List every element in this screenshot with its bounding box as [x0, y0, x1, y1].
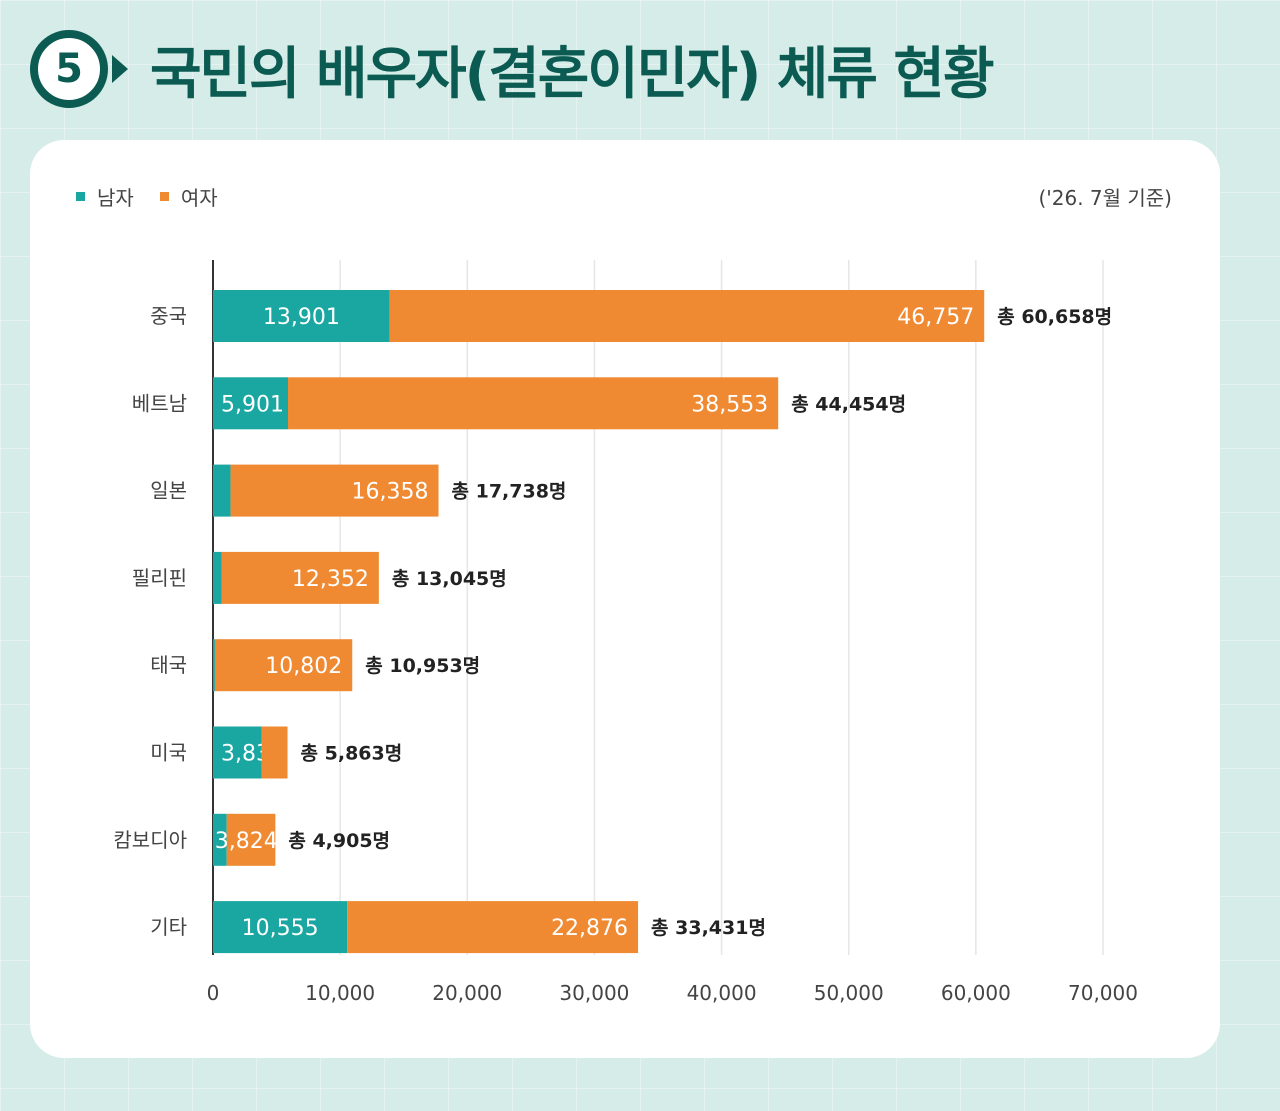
bar-total-label: 총 4,905명	[288, 830, 390, 852]
bar-segment-male	[213, 551, 222, 604]
bar-segment-male	[213, 901, 348, 954]
x-tick-label: 70,000	[1068, 981, 1138, 1005]
legend-label-male: 남자	[97, 186, 134, 210]
bar-segment-male	[213, 377, 289, 430]
bar-segment-female	[288, 377, 779, 430]
bar-data-label: 46,757	[897, 305, 974, 330]
bar-segment-female	[347, 901, 639, 954]
bar-segment-female	[221, 551, 379, 604]
category-label: 태국	[150, 653, 187, 677]
bar-data-label: 22,876	[551, 916, 628, 941]
x-tick-label: 0	[207, 981, 220, 1005]
category-label: 필리핀	[132, 566, 187, 590]
legend-label-female: 여자	[180, 186, 218, 210]
bar-segment-female	[230, 464, 439, 517]
legend-item-female: 여자	[159, 182, 218, 211]
bar-segment-female	[214, 639, 353, 692]
x-tick-label: 60,000	[941, 981, 1011, 1005]
header: 5 국민의 배우자(결혼이민자) 체류 현황	[30, 24, 994, 114]
x-tick-label: 40,000	[687, 981, 757, 1005]
bar-data-label: 10,555	[242, 916, 319, 941]
bar-data-label: 13,901	[263, 305, 340, 330]
section-number: 5	[55, 46, 83, 92]
bar-data-label: 16,358	[352, 480, 429, 505]
bar-data-label: 5,901	[221, 392, 284, 417]
category-label: 중국	[150, 304, 187, 328]
category-label: 기타	[150, 915, 187, 939]
bar-total-label: 총 13,045명	[392, 568, 507, 590]
section-number-badge: 5	[30, 30, 108, 108]
bar-segment-male	[213, 464, 231, 517]
reference-date-note: ('26. 7월 기준)	[1038, 186, 1172, 210]
bar-data-label: 3,824	[215, 829, 278, 854]
chart-card: 남자 여자 ('26. 7월 기준) 0 10,000 20,000 30,000 40…	[30, 140, 1220, 1058]
stacked-bar-chart: 0 10,000 20,000 30,000 40,000 50,000 60,000 70,…	[113, 260, 1138, 1005]
category-label: 베트남	[132, 391, 187, 415]
legend: 남자 여자	[76, 182, 244, 211]
page-title: 국민의 배우자(결혼이민자) 체류 현황	[150, 41, 994, 107]
bar-total-label: 총 33,431명	[651, 917, 766, 939]
x-tick-label: 30,000	[559, 981, 629, 1005]
bar-total-label: 총 17,738명	[452, 481, 567, 503]
bar-total-label: 총 5,863명	[301, 743, 403, 765]
legend-swatch-male	[76, 192, 85, 201]
bar-data-label: 38,553	[691, 392, 768, 417]
bar-segment-male	[213, 726, 262, 779]
legend-item-male: 남자	[76, 182, 134, 211]
category-label: 미국	[150, 741, 187, 765]
x-tick-label: 50,000	[814, 981, 884, 1005]
arrow-right-icon	[112, 55, 128, 83]
bar-data-label: 10,802	[265, 654, 342, 679]
x-tick-label: 10,000	[305, 981, 375, 1005]
bar-segment-male	[213, 813, 227, 866]
bar-total-label: 총 44,454명	[791, 393, 906, 415]
bar-segment-female	[389, 290, 985, 342]
x-tick-label: 20,000	[432, 981, 502, 1005]
bar-segment-male	[213, 290, 390, 342]
bar-segment-male	[213, 639, 215, 692]
category-label: 일본	[150, 479, 187, 503]
bar-segment-female	[226, 813, 276, 866]
bar-total-label: 총 10,953명	[365, 655, 480, 677]
bar-segment-female	[261, 726, 288, 779]
legend-swatch-female	[159, 192, 169, 201]
bar-data-label: 12,352	[292, 567, 369, 592]
category-label: 캄보디아	[113, 828, 187, 852]
bar-total-label: 총 60,658명	[997, 306, 1112, 328]
